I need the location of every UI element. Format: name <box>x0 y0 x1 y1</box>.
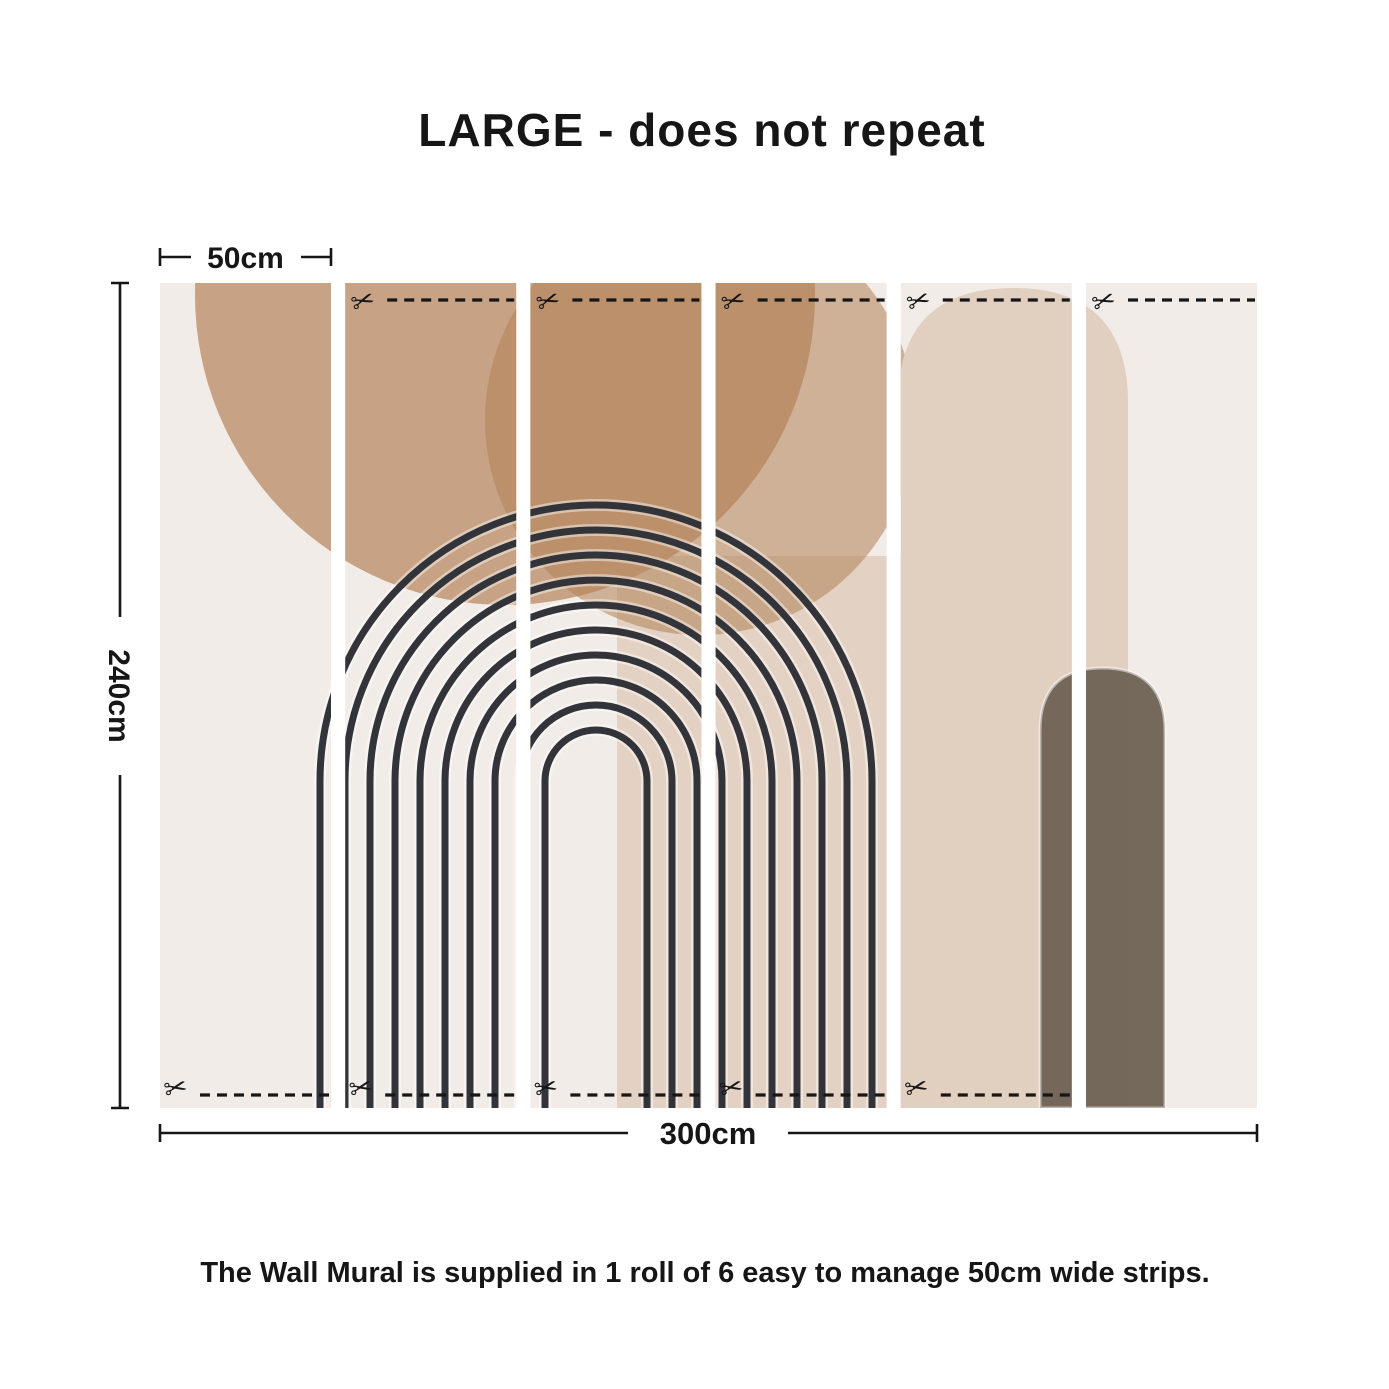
height-label: 240cm <box>102 649 135 742</box>
label-gap <box>100 617 140 775</box>
page-title: LARGE - does not repeat <box>418 104 985 156</box>
supply-note: The Wall Mural is supplied in 1 roll of … <box>200 1257 1209 1289</box>
label-gap <box>628 1115 788 1151</box>
strip-width-label: 50cm <box>207 242 284 275</box>
total-width-label: 300cm <box>660 1116 757 1151</box>
mural-strips <box>160 0 1257 1108</box>
cut-lines <box>200 298 1255 1097</box>
label-gap <box>191 239 301 275</box>
dimensions: 50cm 240cm 300cm <box>100 239 1259 1151</box>
dimension-labels: 50cm 240cm 300cm <box>102 242 756 1151</box>
